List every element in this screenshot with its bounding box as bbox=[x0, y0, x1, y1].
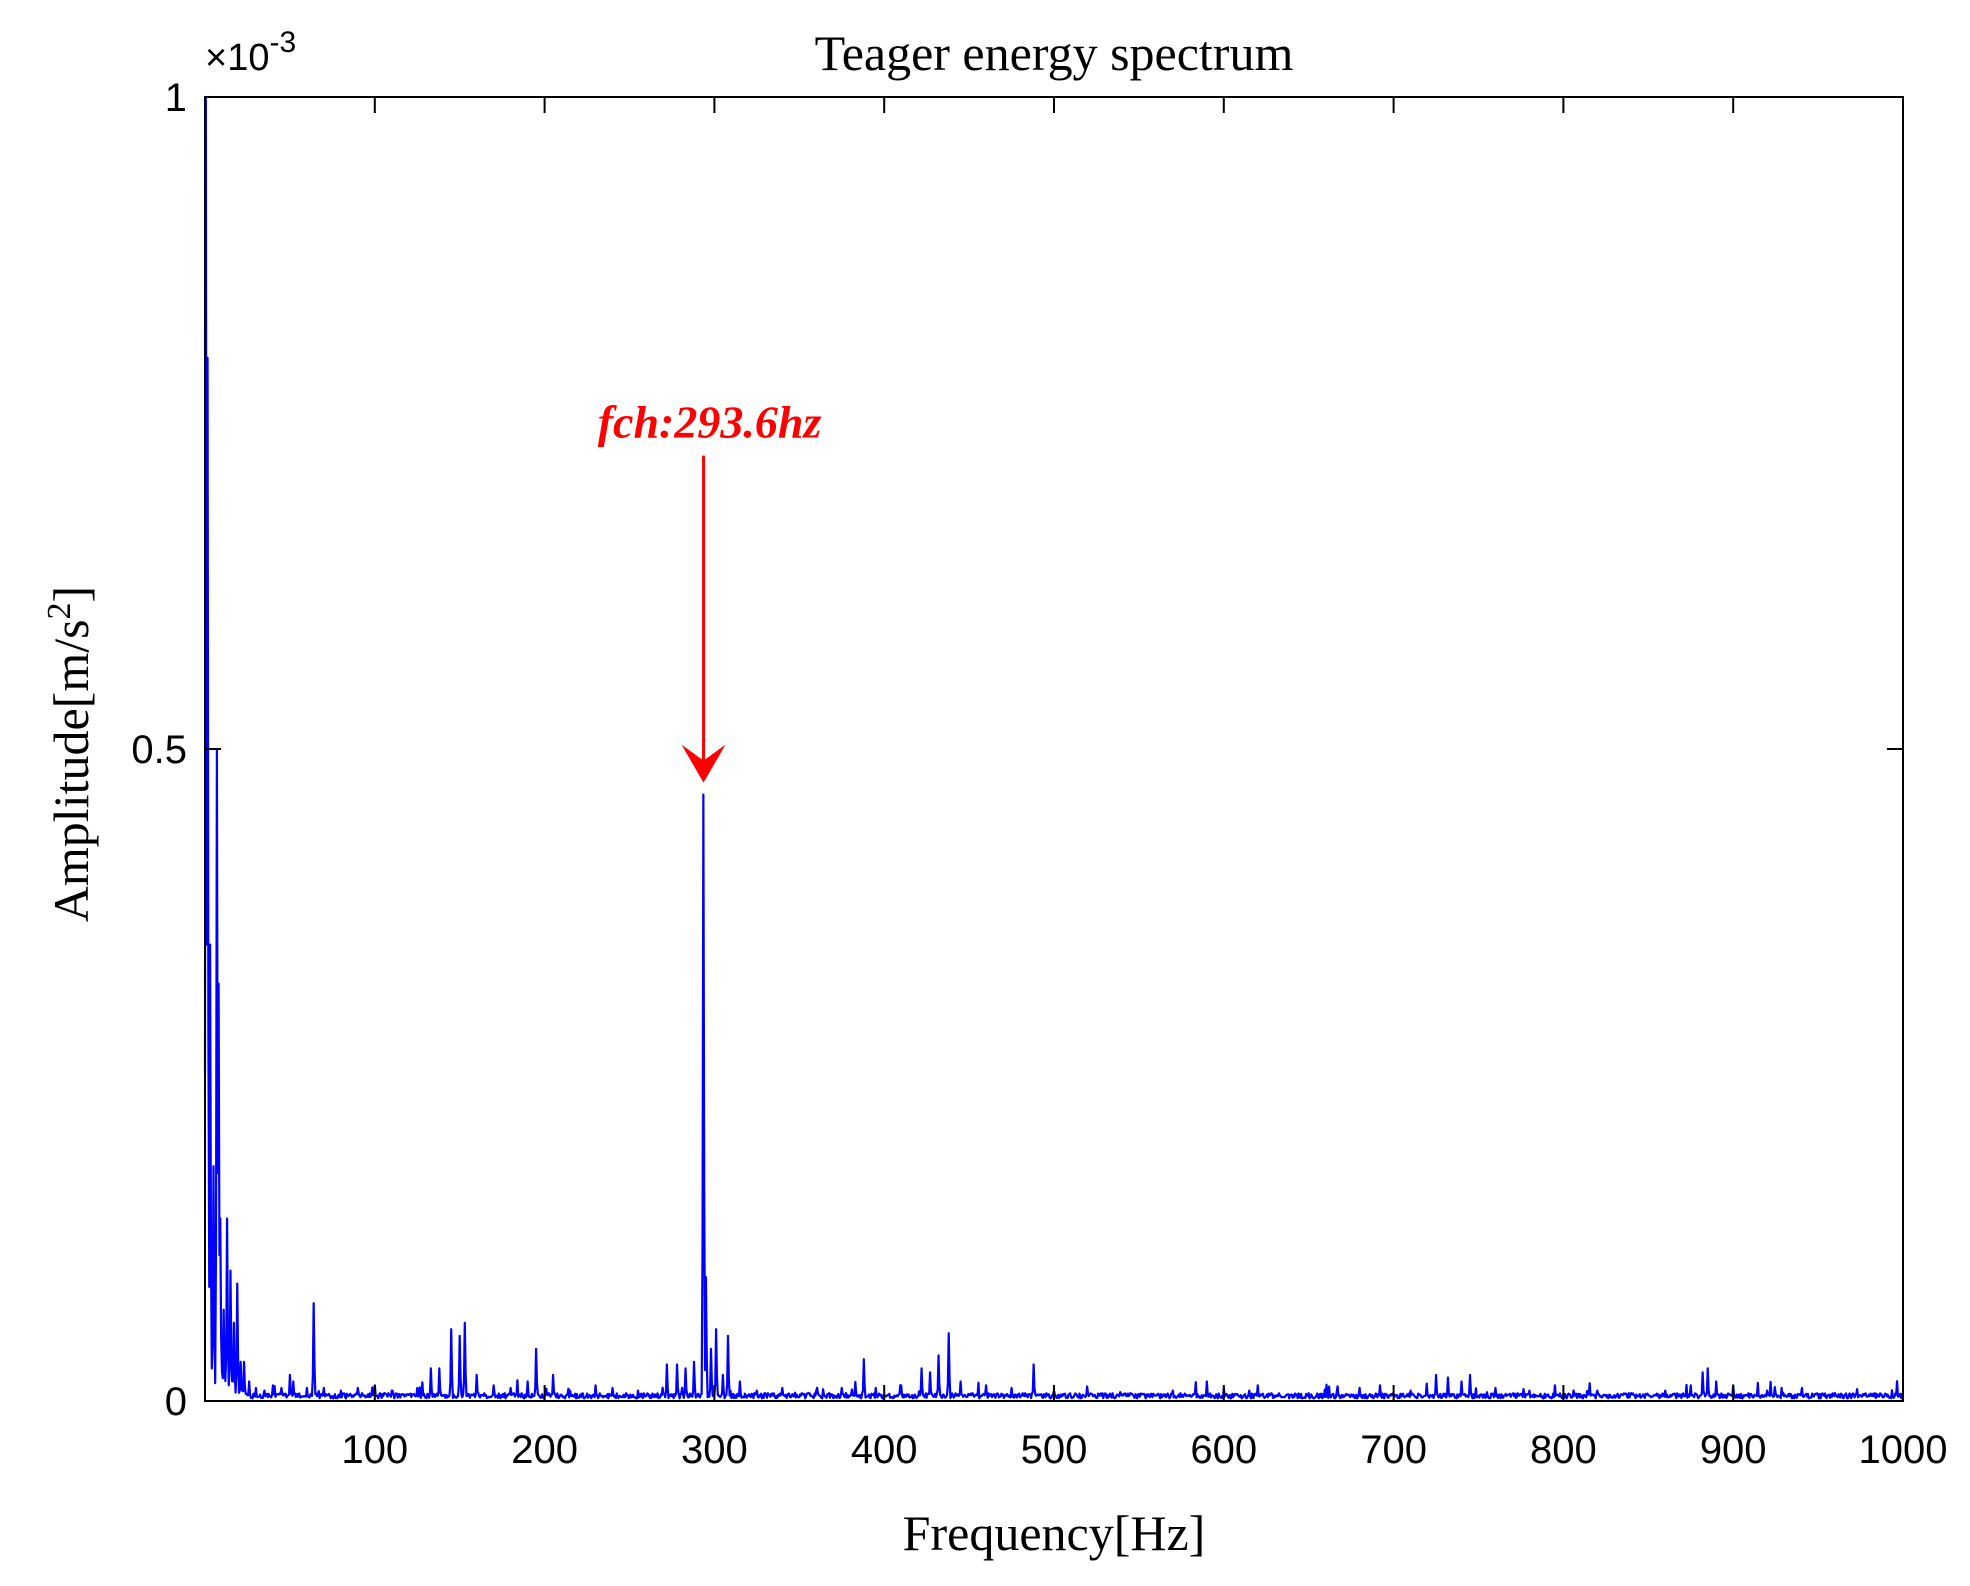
x-tick-label: 800 bbox=[1530, 1428, 1597, 1472]
y-tick-label: 0.5 bbox=[131, 728, 187, 772]
y-tick-label: 1 bbox=[165, 76, 187, 120]
annotation-label: fch:293.6hz bbox=[598, 397, 822, 448]
x-tick-label: 1000 bbox=[1859, 1428, 1948, 1472]
x-tick-label: 200 bbox=[511, 1428, 578, 1472]
y-multiplier-base: ×10 bbox=[205, 37, 269, 79]
x-tick-label: 100 bbox=[341, 1428, 408, 1472]
x-tick-label: 900 bbox=[1700, 1428, 1767, 1472]
y-axis-label: Amplitude[m/s2] bbox=[41, 586, 100, 922]
y-axis-label-superscript: 2 bbox=[41, 602, 78, 619]
y-multiplier-exponent: -3 bbox=[269, 26, 296, 59]
x-tick-label: 400 bbox=[851, 1428, 918, 1472]
x-tick-label: 500 bbox=[1021, 1428, 1088, 1472]
x-axis-label: Frequency[Hz] bbox=[903, 1505, 1206, 1561]
chart-title: Teager energy spectrum bbox=[815, 25, 1294, 81]
y-axis-label-main: Amplitude[m/s bbox=[43, 619, 99, 922]
y-axis-label-suffix: ] bbox=[43, 586, 99, 603]
y-tick-label: 0 bbox=[165, 1380, 187, 1424]
x-tick-label: 300 bbox=[681, 1428, 748, 1472]
x-tick-label: 700 bbox=[1360, 1428, 1427, 1472]
x-tick-label: 600 bbox=[1190, 1428, 1257, 1472]
